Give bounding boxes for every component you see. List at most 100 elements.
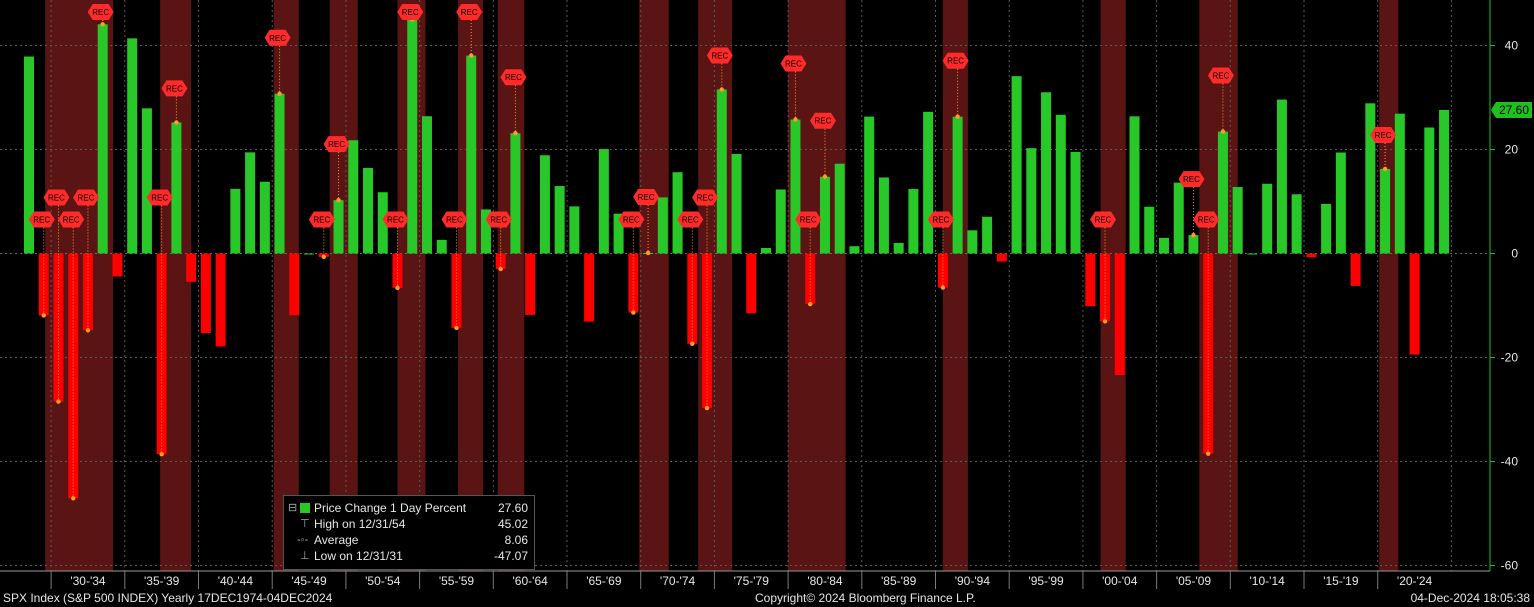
rec-flag-label: REC <box>63 216 80 225</box>
marker-dot <box>469 53 474 58</box>
bar-1959 <box>480 209 491 254</box>
marker-dot <box>1220 129 1226 134</box>
bar-1935 <box>127 38 138 254</box>
rec-flag-label: REC <box>505 73 522 82</box>
bar-1941 <box>215 253 226 347</box>
x-tick-label: '05-'09 <box>1176 574 1212 588</box>
bar-1971 <box>657 197 668 254</box>
legend-box: ⊟ Price Change 1 Day Percent 27.60 ⊤ Hig… <box>283 495 535 570</box>
marker-dot <box>159 451 164 457</box>
marker-dot <box>940 285 946 290</box>
rec-flag-label: REC <box>166 84 183 93</box>
high-marker-icon: ⊤ <box>300 518 310 530</box>
recession-band <box>329 0 358 571</box>
legend-high-label: High on 12/31/54 <box>314 517 406 531</box>
rec-flag <box>780 55 807 72</box>
bar-1965 <box>569 206 580 254</box>
rec-flag-label: REC <box>446 216 463 225</box>
bar-1987 <box>893 242 904 254</box>
bar-2020 <box>1380 168 1391 254</box>
y-tick-label: 40 <box>1505 39 1519 53</box>
bar-2004 <box>1144 206 1155 254</box>
rec-flag <box>87 4 114 20</box>
x-tick-label: '85-'89 <box>881 574 917 588</box>
bar-1937 <box>156 253 167 455</box>
bar-1973 <box>687 253 698 344</box>
bar-2007 <box>1188 235 1199 254</box>
bar-1999 <box>1070 151 1081 254</box>
bar-1994 <box>996 253 1007 262</box>
bar-1942 <box>230 188 241 254</box>
rec-flag <box>28 211 55 228</box>
x-tick-label: '75-'79 <box>734 574 770 588</box>
bar-1930 <box>53 253 64 402</box>
bar-2011 <box>1247 253 1258 255</box>
rec-flag <box>633 188 660 205</box>
rec-flag <box>485 211 512 228</box>
marker-dot <box>454 325 459 331</box>
marker-dot <box>793 117 798 122</box>
x-tick-label: '70-'74 <box>660 574 696 588</box>
rec-flag <box>1193 211 1220 228</box>
bar-1976 <box>731 153 742 254</box>
marker-dot <box>498 266 503 272</box>
rec-flag <box>1178 171 1205 188</box>
x-tick-label: '40-'44 <box>218 574 254 588</box>
marker-dot <box>719 87 724 92</box>
marker-dot <box>690 341 695 347</box>
bar-1952 <box>377 192 388 254</box>
bar-1931 <box>68 253 79 499</box>
legend-series: ⊟ Price Change 1 Day Percent 27.60 <box>284 500 534 516</box>
bar-2022 <box>1409 253 1420 355</box>
average-marker-icon: -◦- <box>297 534 309 546</box>
rec-flag <box>58 211 85 228</box>
legend-high-value: 45.02 <box>497 517 528 531</box>
legend-low-value: -47.07 <box>493 549 528 563</box>
bar-2006 <box>1173 182 1184 254</box>
rec-flag <box>308 211 335 228</box>
bar-1966 <box>584 253 595 322</box>
marker-dot <box>822 174 828 179</box>
marker-dot <box>85 328 91 333</box>
rec-flag-label: REC <box>92 8 109 17</box>
bar-1985 <box>864 116 875 254</box>
bar-1934 <box>112 253 123 277</box>
bar-1963 <box>539 155 550 254</box>
bar-2001 <box>1100 253 1111 322</box>
bar-2010 <box>1232 187 1243 254</box>
y-tick-label: 0 <box>1511 247 1518 261</box>
rec-flag-label: REC <box>623 216 640 225</box>
collapse-icon[interactable]: ⊟ <box>288 502 298 514</box>
legend-low: ⊥ Low on 12/31/31 -47.07 <box>284 548 534 564</box>
bar-1968 <box>613 213 624 254</box>
rec-flag <box>1090 211 1117 228</box>
rec-flag-label: REC <box>328 140 345 149</box>
bar-1954 <box>407 19 418 254</box>
bar-1962 <box>525 253 536 315</box>
marker-dot <box>321 254 326 260</box>
rec-flag-label: REC <box>33 216 50 225</box>
bar-1933 <box>97 24 108 254</box>
x-tick-label: '10-'14 <box>1250 574 1286 588</box>
rec-flag <box>1370 126 1397 143</box>
bar-1958 <box>466 55 477 254</box>
bar-1951 <box>363 167 374 254</box>
recession-bands <box>45 0 1399 571</box>
x-tick-label: '65-'69 <box>586 574 622 588</box>
marker-dot <box>1102 319 1108 324</box>
low-marker-icon: ⊥ <box>300 550 310 562</box>
rec-flag <box>441 211 468 228</box>
marker-dot <box>277 91 282 96</box>
x-tick-label: '80-'84 <box>807 574 843 588</box>
bar-2002 <box>1114 253 1125 376</box>
rec-flag-label: REC <box>932 216 949 225</box>
bar-1969 <box>628 253 639 313</box>
bar-1991 <box>952 116 963 254</box>
rec-flag <box>382 211 409 228</box>
rec-flag-label: REC <box>815 117 832 126</box>
rec-flag-label: REC <box>711 51 728 60</box>
rec-flag-label: REC <box>800 216 817 225</box>
marker-dot <box>41 313 46 318</box>
recession-band <box>639 0 669 571</box>
bar-1979 <box>775 189 786 254</box>
